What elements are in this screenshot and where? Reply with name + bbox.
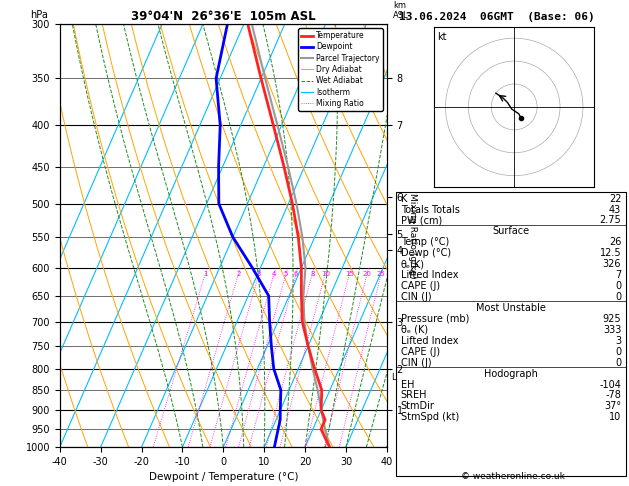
Text: 925: 925 [603,314,621,324]
Text: 2: 2 [237,271,241,277]
Legend: Temperature, Dewpoint, Parcel Trajectory, Dry Adiabat, Wet Adiabat, Isotherm, Mi: Temperature, Dewpoint, Parcel Trajectory… [298,28,383,111]
Text: 0: 0 [615,292,621,302]
Text: 20: 20 [363,271,372,277]
Text: 12.5: 12.5 [599,248,621,258]
Text: CAPE (J): CAPE (J) [401,347,440,357]
Text: 1: 1 [203,271,208,277]
Text: 10: 10 [609,412,621,422]
Text: 4: 4 [272,271,276,277]
Text: 37°: 37° [604,401,621,411]
Text: km
ASL: km ASL [393,0,409,20]
Text: 0: 0 [615,281,621,291]
Text: Surface: Surface [493,226,530,236]
Text: PW (cm): PW (cm) [401,215,442,226]
Text: 6: 6 [294,271,298,277]
Text: 8: 8 [310,271,314,277]
Text: 5: 5 [284,271,288,277]
Text: 15: 15 [345,271,354,277]
Y-axis label: Mixing Ratio (g/kg): Mixing Ratio (g/kg) [408,193,416,278]
Text: K: K [401,193,407,204]
Text: -78: -78 [605,390,621,400]
Text: 0: 0 [615,347,621,357]
Text: 13.06.2024  06GMT  (Base: 06): 13.06.2024 06GMT (Base: 06) [399,12,595,22]
Text: LCL: LCL [391,373,406,382]
Text: 326: 326 [603,259,621,269]
Text: 22: 22 [609,193,621,204]
Text: Temp (°C): Temp (°C) [401,237,449,247]
Text: 26: 26 [609,237,621,247]
Text: θₑ (K): θₑ (K) [401,325,428,335]
FancyBboxPatch shape [396,192,626,476]
Text: kt: kt [437,32,447,41]
Text: StmSpd (kt): StmSpd (kt) [401,412,459,422]
Text: CIN (J): CIN (J) [401,358,431,367]
Text: 333: 333 [603,325,621,335]
Text: Hodograph: Hodograph [484,368,538,379]
Text: θₑ(K): θₑ(K) [401,259,425,269]
Text: 7: 7 [615,270,621,280]
Text: SREH: SREH [401,390,427,400]
Text: Totals Totals: Totals Totals [401,205,460,214]
Text: 3: 3 [257,271,261,277]
Text: Dewp (°C): Dewp (°C) [401,248,451,258]
Text: hPa: hPa [30,10,48,20]
Text: StmDir: StmDir [401,401,435,411]
Text: 2.75: 2.75 [599,215,621,226]
Text: 43: 43 [609,205,621,214]
Text: 25: 25 [377,271,386,277]
Text: © weatheronline.co.uk: © weatheronline.co.uk [460,472,565,481]
Text: CAPE (J): CAPE (J) [401,281,440,291]
X-axis label: Dewpoint / Temperature (°C): Dewpoint / Temperature (°C) [148,472,298,483]
Text: EH: EH [401,380,415,389]
Text: Most Unstable: Most Unstable [476,303,546,313]
Text: 3: 3 [615,336,621,346]
Text: -104: -104 [599,380,621,389]
Text: Pressure (mb): Pressure (mb) [401,314,469,324]
Text: Lifted Index: Lifted Index [401,270,459,280]
Title: 39°04'N  26°36'E  105m ASL: 39°04'N 26°36'E 105m ASL [131,10,316,23]
Text: CIN (J): CIN (J) [401,292,431,302]
Text: 10: 10 [321,271,330,277]
Text: 0: 0 [615,358,621,367]
Text: Lifted Index: Lifted Index [401,336,459,346]
